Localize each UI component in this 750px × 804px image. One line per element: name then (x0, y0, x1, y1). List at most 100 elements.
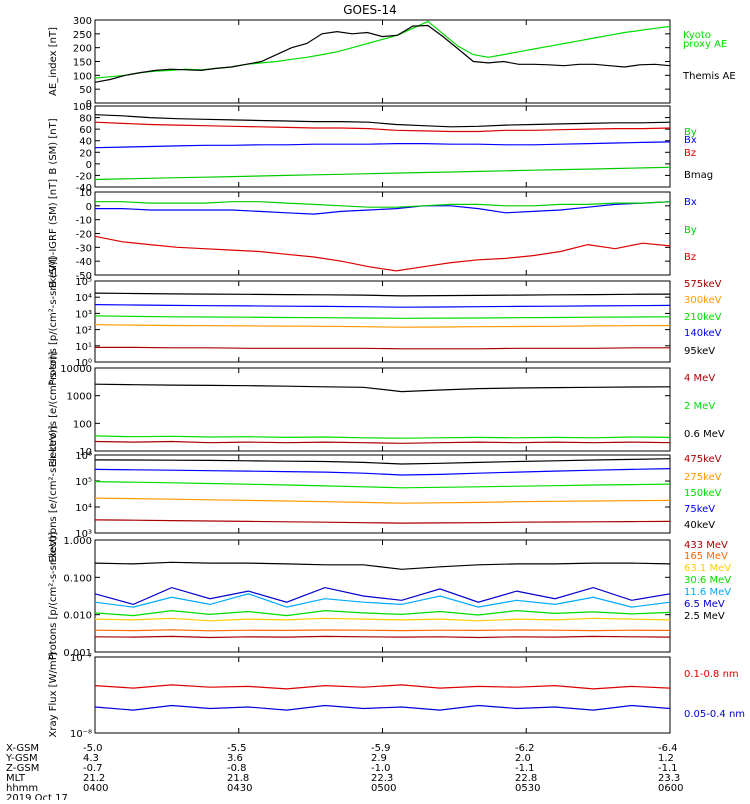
y-tick-label: 10⁻⁷ (70, 653, 92, 664)
series-label: Bmag (684, 170, 713, 181)
y-tick-label: 10⁰ (75, 358, 92, 369)
series-label: Kyoto (683, 30, 711, 41)
series-label: Bz (684, 252, 696, 263)
series-6-5-mev (94, 586, 671, 606)
orbit-cell: 21.8 (227, 773, 249, 784)
panel-frame (94, 19, 671, 104)
orbit-row-label: Z-GSM (6, 763, 39, 774)
series-label: 575keV (684, 279, 722, 290)
series-label: 433 MeV (684, 540, 728, 551)
series-275kev (94, 497, 671, 504)
series-2-5-mev (94, 561, 671, 570)
series-75kev (94, 468, 671, 476)
series-label: 0.1-0.8 nm (684, 669, 739, 680)
series-475kev (94, 519, 671, 524)
orbit-cell: -5.0 (83, 743, 103, 754)
y-tick-label: -20 (76, 171, 92, 182)
series-label: 6.5 MeV (684, 599, 725, 610)
series-label: Themis AE (682, 71, 736, 82)
series-bx (95, 201, 671, 215)
y-tick-label: 150 (73, 58, 92, 69)
series-label: 30.6 MeV (684, 575, 731, 586)
y-tick-label: 200 (73, 44, 92, 55)
y-tick-label: 20 (79, 148, 92, 159)
orbit-cell: -6.4 (658, 743, 678, 754)
y-tick-label: 0.010 (63, 611, 92, 622)
y-axis-label: B (SM)-IGRF (SM) [nT] (48, 179, 59, 288)
series-0-05-0-4-nm (94, 704, 671, 711)
y-tick-label: -20 (76, 230, 92, 241)
series-bz (94, 235, 671, 272)
y-axis-label: Electrons [e/(cm²-s-sr-keV)] (48, 425, 59, 562)
series-300kev (94, 324, 671, 328)
y-tick-label: -50 (76, 271, 92, 282)
orbit-cell: -0.8 (227, 763, 247, 774)
y-tick-label: 100 (73, 102, 92, 113)
y-tick-label: 1.000 (63, 536, 92, 547)
orbit-row-label: X-GSM (6, 743, 39, 754)
panel-xray: 10⁻⁸ 10⁻⁷ Xray Flux [W/m²] 0.1-0.8 nm 0.05-0… (48, 652, 745, 740)
orbit-cell: 22.3 (371, 773, 393, 784)
series-themis-ae (94, 24, 671, 83)
orbit-cell: 2.9 (371, 753, 387, 764)
series-95kev (94, 292, 671, 297)
orbit-row-label: Y-GSM (5, 753, 38, 764)
series-by (95, 201, 671, 208)
orbit-cell: -1.1 (658, 763, 678, 774)
series-label: 2 MeV (684, 401, 715, 412)
series-label: 150keV (684, 488, 722, 499)
panel-electrons2: 10³ 10⁴ 10⁵ 10⁶ Electrons [e/(cm²-s-sr-keV)]… (48, 425, 722, 562)
y-tick-label: 10⁶ (75, 451, 92, 462)
series-label: proxy AE (683, 39, 727, 50)
orbit-cell: -1.1 (515, 763, 535, 774)
y-axis-label: Electrons [e/(cm²-s-sr)] (48, 352, 59, 468)
series-bmag (94, 114, 671, 128)
series-label: 300keV (684, 295, 722, 306)
series-433-mev (94, 635, 671, 639)
y-tick-label: 10⁵ (75, 277, 92, 288)
y-axis-label: Xray Flux [W/m²] (48, 652, 59, 737)
y-tick-label: 0 (86, 160, 92, 171)
y-tick-label: 10 (79, 188, 92, 199)
y-tick-label: 10³ (75, 309, 92, 320)
y-tick-label: 300 (73, 16, 92, 27)
series-0-1-0-8-nm (94, 684, 671, 690)
y-tick-label: 40 (79, 137, 92, 148)
series-30-6-mev (94, 609, 671, 617)
series-label: 165 MeV (684, 551, 728, 562)
y-tick-label: -10 (76, 216, 92, 227)
series-2-mev (94, 435, 671, 439)
panel-ae: 0 50 100 150 200 250 300 AE_index [nT] Kyotoprox… (48, 16, 736, 110)
series-165-mev (94, 629, 671, 632)
y-axis-label: AE_index [nT] (48, 27, 59, 96)
series-label: Bz (684, 148, 696, 159)
series-bx (94, 141, 671, 149)
orbit-cell: 3.6 (227, 753, 243, 764)
orbit-cell: -5.9 (371, 743, 391, 754)
y-tick-label: 80 (79, 114, 92, 125)
y-tick-label: 10² (75, 326, 92, 337)
y-tick-label: 60 (79, 125, 92, 136)
orbit-row-label: MLT (6, 773, 26, 784)
y-tick-label: 10⁴ (75, 293, 92, 304)
orbit-cell: 0500 (371, 783, 396, 794)
orbit-cell: -1.0 (371, 763, 391, 774)
series-label: 475keV (684, 454, 722, 465)
y-tick-label: 10⁻⁸ (70, 729, 92, 740)
series-210kev (94, 315, 671, 319)
y-axis-label: Protons [p/(cm²-s-sr-keV)] (48, 532, 59, 660)
series-label: 63.1 MeV (684, 563, 731, 574)
series-label: 95keV (684, 346, 715, 357)
orbit-row-label: hhmm (6, 783, 38, 794)
orbit-cell: -6.2 (515, 743, 535, 754)
panel-protons1: 10⁰ 10¹ 10² 10³ 10⁴ 10⁵ Protons [p/(cm²-s-sr-k… (48, 257, 722, 385)
y-tick-label: 0 (86, 99, 92, 110)
y-tick-label: 100 (73, 419, 92, 430)
y-tick-label: 0.001 (63, 648, 92, 659)
orbit-cell: 2.0 (515, 753, 531, 764)
orbit-cell: 0600 (658, 783, 683, 794)
series-label: 0.05-0.4 nm (684, 709, 745, 720)
